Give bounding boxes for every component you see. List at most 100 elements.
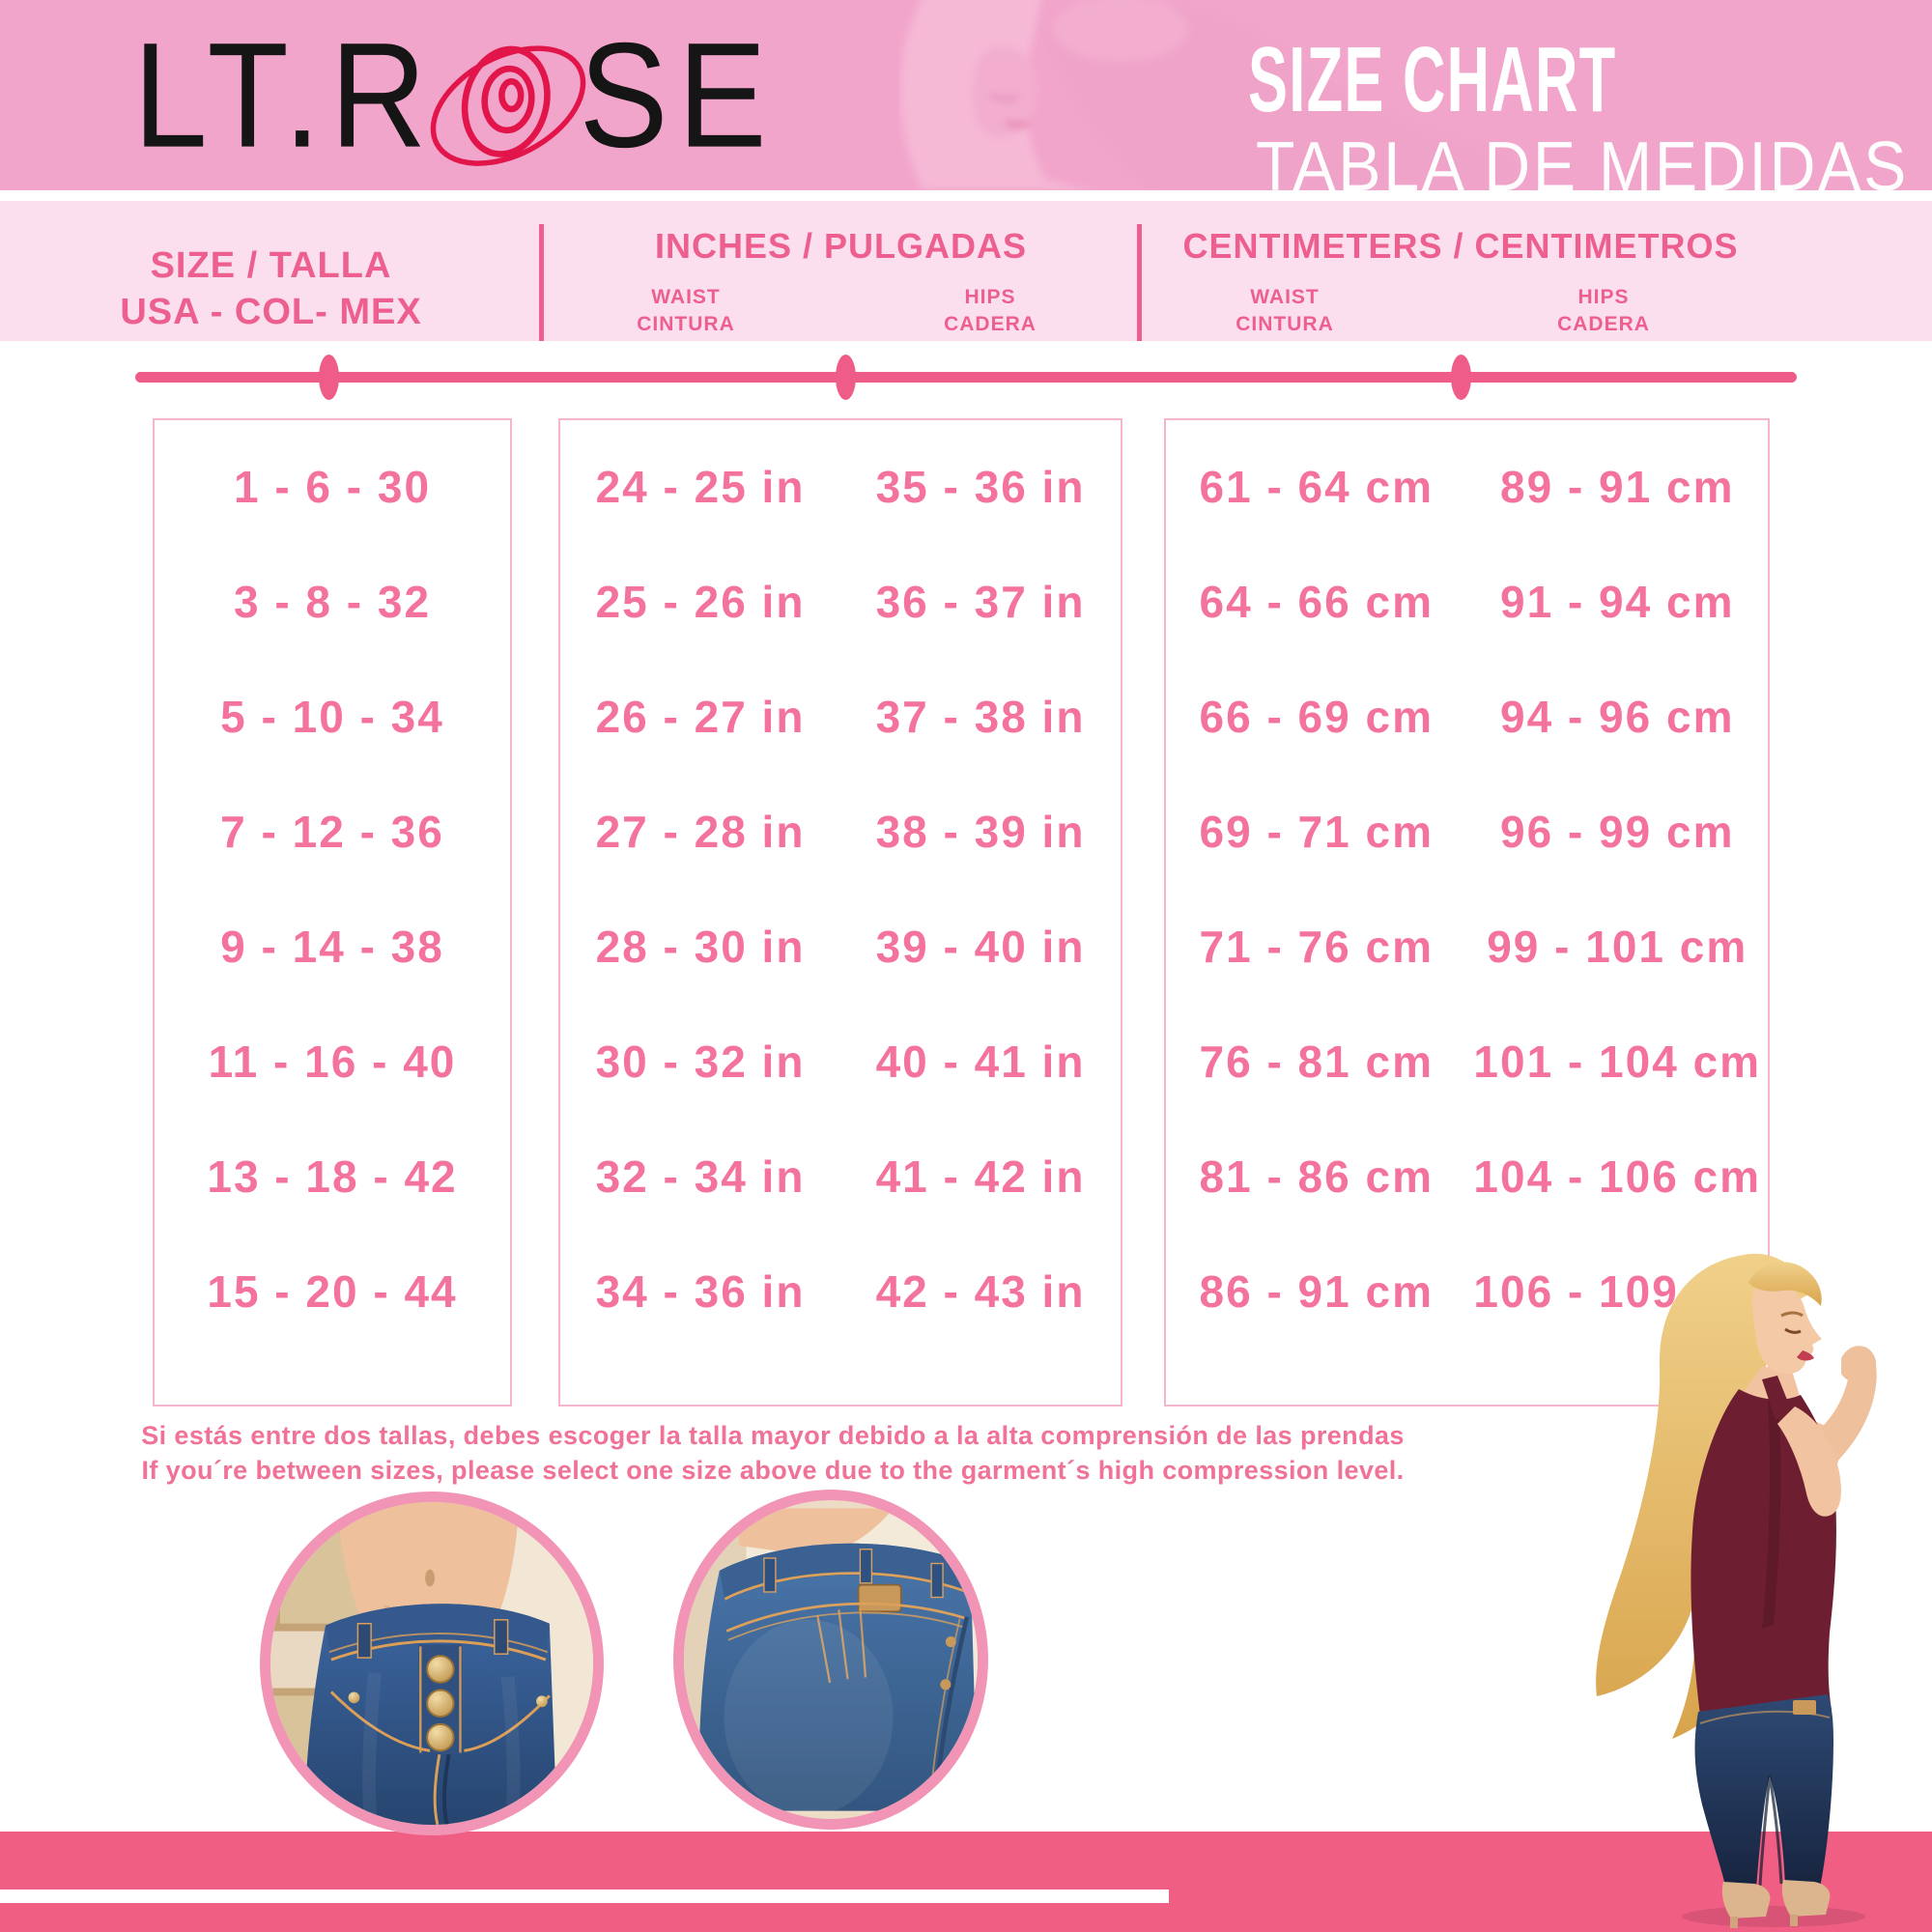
waist-inches-cell: 30 - 32 in	[595, 1036, 806, 1087]
waist-inches-cell: 24 - 25 in	[595, 462, 806, 513]
waist-cm-cell: 86 - 91 cm	[1199, 1265, 1434, 1317]
size-cell: 15 - 20 - 44	[207, 1265, 458, 1317]
table-row: 13 - 18 - 42	[155, 1151, 510, 1203]
hips-inches-cell: 41 - 42 in	[875, 1151, 1086, 1202]
waist-inches-cell: 32 - 34 in	[595, 1151, 806, 1202]
table-row: 7 - 12 - 36	[155, 806, 510, 858]
size-table-box: 1 - 6 - 30 3 - 8 - 32 5 - 10 - 34 7 - 12…	[153, 418, 512, 1406]
table-row: 24 - 25 in 35 - 36 in	[560, 461, 1121, 513]
page-title: SIZE CHART	[1248, 28, 1617, 131]
waist-cm-cell: 61 - 64 cm	[1199, 462, 1434, 513]
waist-cm-cell: 81 - 86 cm	[1199, 1151, 1434, 1202]
table-row: 81 - 86 cm 104 - 106 cm	[1166, 1151, 1768, 1203]
table-row: 64 - 66 cm 91 - 94 cm	[1166, 576, 1768, 628]
footer-stripe	[0, 1889, 1169, 1903]
accent-line	[135, 355, 1797, 400]
table-row: 32 - 34 in 41 - 42 in	[560, 1151, 1121, 1203]
hips-cm-cell: 94 - 96 cm	[1500, 692, 1735, 743]
hips-cm-cell: 104 - 106 cm	[1473, 1151, 1762, 1202]
waist-inches-cell: 25 - 26 in	[595, 577, 806, 628]
table-row: 76 - 81 cm 101 - 104 cm	[1166, 1036, 1768, 1088]
size-cell: 13 - 18 - 42	[207, 1151, 458, 1202]
table-row: 71 - 76 cm 99 - 101 cm	[1166, 921, 1768, 973]
hips-cm-cell: 91 - 94 cm	[1500, 577, 1735, 628]
sizing-note: Si estás entre dos tallas, debes escoger…	[97, 1418, 1449, 1489]
table-row: 15 - 20 - 44	[155, 1265, 510, 1318]
rose-icon	[430, 45, 585, 166]
sizing-note-es: Si estás entre dos tallas, debes escoger…	[141, 1421, 1405, 1450]
table-row: 5 - 10 - 34	[155, 691, 510, 743]
model-photo	[1534, 1242, 1932, 1930]
waist-inches-cell: 28 - 30 in	[595, 921, 806, 972]
table-row: 25 - 26 in 36 - 37 in	[560, 576, 1121, 628]
table-row: 26 - 27 in 37 - 38 in	[560, 691, 1121, 743]
size-cell: 5 - 10 - 34	[220, 692, 444, 743]
hips-cm-cell: 96 - 99 cm	[1500, 807, 1735, 858]
column-headers-band: SIZE / TALLA USA - COL- MEX INCHES / PUL…	[0, 201, 1932, 341]
size-column-line2: USA - COL- MEX	[120, 291, 422, 332]
waist-inches-subheader: WAIST CINTURA	[580, 284, 792, 339]
hips-inches-cell: 37 - 38 in	[875, 692, 1086, 743]
column-divider	[1137, 224, 1142, 341]
waist-cm-cell: 76 - 81 cm	[1199, 1036, 1434, 1087]
hips-inches-cell: 39 - 40 in	[875, 921, 1086, 972]
hips-cm-es: CADERA	[1557, 313, 1650, 336]
hips-cm-subheader: HIPS CADERA	[1497, 284, 1710, 339]
logo-text-right: SE	[579, 12, 777, 180]
header-model-photo	[900, 0, 1517, 190]
table-row: 61 - 64 cm 89 - 91 cm	[1166, 461, 1768, 513]
centimeters-table-box: 61 - 64 cm 89 - 91 cm 64 - 66 cm 91 - 94 c…	[1164, 418, 1770, 1406]
size-cell: 7 - 12 - 36	[220, 807, 444, 858]
hips-cm-cell: 89 - 91 cm	[1500, 462, 1735, 513]
size-column-header: SIZE / TALLA USA - COL- MEX	[0, 243, 542, 335]
size-cell: 1 - 6 - 30	[233, 462, 432, 513]
waist-cm-cell: 66 - 69 cm	[1199, 692, 1434, 743]
sizing-note-en: If you´re between sizes, please select o…	[141, 1456, 1405, 1486]
logo-text-left: LT.R	[133, 12, 437, 180]
header-band: LT.R SE SIZE CHART TABLA DE MEDIDAS	[0, 0, 1932, 206]
jeans-back-photo	[673, 1490, 988, 1830]
table-row: 69 - 71 cm 96 - 99 cm	[1166, 806, 1768, 858]
waist-inches-cell: 26 - 27 in	[595, 692, 806, 743]
hips-inches-cell: 35 - 36 in	[875, 462, 1086, 513]
hips-inches-en: HIPS	[964, 286, 1016, 308]
waist-cm-es: CINTURA	[1236, 313, 1334, 336]
size-column-line1: SIZE / TALLA	[150, 245, 392, 286]
table-row: 28 - 30 in 39 - 40 in	[560, 921, 1121, 973]
size-cell: 11 - 16 - 40	[208, 1036, 457, 1087]
waist-inches-en: WAIST	[651, 286, 721, 308]
brand-logo: LT.R SE	[133, 14, 777, 178]
table-row: 30 - 32 in 40 - 41 in	[560, 1036, 1121, 1088]
hips-inches-cell: 36 - 37 in	[875, 577, 1086, 628]
waist-cm-cell: 69 - 71 cm	[1199, 807, 1434, 858]
hips-inches-es: CADERA	[944, 313, 1037, 336]
footer-bar	[0, 1832, 1932, 1932]
hips-cm-cell: 99 - 101 cm	[1487, 921, 1748, 972]
hips-inches-subheader: HIPS CADERA	[884, 284, 1096, 339]
hips-inches-cell: 42 - 43 in	[875, 1265, 1086, 1317]
header-titles: SIZE CHART TABLA DE MEDIDAS	[1248, 27, 1906, 206]
column-divider	[539, 224, 544, 341]
accent-line-dot	[836, 355, 856, 400]
size-cell: 3 - 8 - 32	[233, 577, 432, 628]
waist-inches-cell: 34 - 36 in	[595, 1265, 806, 1317]
hips-inches-cell: 40 - 41 in	[875, 1036, 1086, 1087]
table-row: 34 - 36 in 42 - 43 in	[560, 1265, 1121, 1318]
table-row: 66 - 69 cm 94 - 96 cm	[1166, 691, 1768, 743]
accent-line-dot	[319, 355, 339, 400]
waist-inches-cell: 27 - 28 in	[595, 807, 806, 858]
hips-inches-cell: 38 - 39 in	[875, 807, 1086, 858]
inches-table-box: 24 - 25 in 35 - 36 in 25 - 26 in 36 - 37 i…	[558, 418, 1122, 1406]
waist-cm-cell: 64 - 66 cm	[1199, 577, 1434, 628]
waist-cm-subheader: WAIST CINTURA	[1179, 284, 1391, 339]
hips-cm-cell: 101 - 104 cm	[1473, 1036, 1762, 1087]
page-subtitle: TABLA DE MEDIDAS	[1256, 128, 1910, 206]
table-row: 27 - 28 in 38 - 39 in	[560, 806, 1121, 858]
inches-column-header: INCHES / PULGADAS	[654, 226, 1028, 266]
waist-cm-cell: 71 - 76 cm	[1199, 921, 1434, 972]
table-row: 1 - 6 - 30	[155, 461, 510, 513]
table-row: 11 - 16 - 40	[155, 1036, 510, 1088]
jeans-front-photo	[260, 1492, 604, 1835]
accent-line-dot	[1451, 355, 1471, 400]
